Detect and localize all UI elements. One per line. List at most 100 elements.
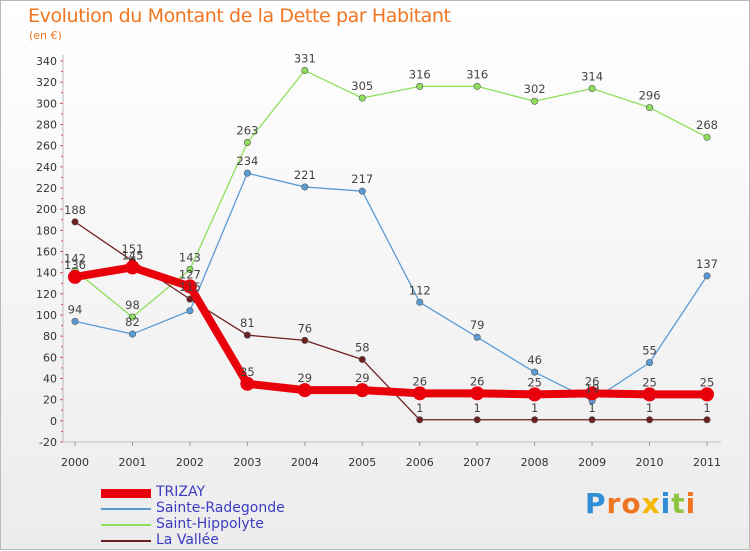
logo-letter: P <box>585 487 607 520</box>
y-tick-label: 40 <box>43 373 57 386</box>
legend-swatch-la-vallee <box>101 540 151 542</box>
data-label-la-vallee: 1 <box>416 401 423 415</box>
data-label-la-vallee: 76 <box>297 321 312 335</box>
data-label-trizay: 127 <box>179 267 201 281</box>
series-line-saint-hippolyte <box>74 69 708 318</box>
data-label-sainte-radegonde: 137 <box>696 257 718 271</box>
legend-item-la-vallee[interactable]: La Vallée <box>101 533 341 549</box>
y-tick-label: 260 <box>36 140 57 153</box>
logo-letter: o <box>621 487 642 520</box>
data-label-sainte-radegonde: 79 <box>470 318 485 332</box>
data-point-la-vallee <box>358 355 366 363</box>
data-label-la-vallee: 81 <box>240 316 255 330</box>
data-label-la-vallee: 1 <box>646 401 653 415</box>
data-label-saint-hippolyte: 142 <box>64 252 86 266</box>
data-label-la-vallee: 1 <box>474 401 481 415</box>
legend-label-sainte-radegonde: Sainte-Radegonde <box>156 500 285 516</box>
legend-item-saint-hippolyte[interactable]: Saint-Hippolyte <box>101 517 341 533</box>
x-tick-label: 2001 <box>118 456 146 469</box>
data-label-la-vallee: 115 <box>179 280 201 294</box>
data-point-la-vallee <box>646 416 654 424</box>
y-tick-label: 60 <box>43 351 57 364</box>
data-label-sainte-radegonde: 94 <box>68 302 83 316</box>
data-label-saint-hippolyte: 331 <box>294 52 316 66</box>
data-label-la-vallee: 1 <box>588 401 595 415</box>
data-point-saint-hippolyte <box>473 82 481 90</box>
data-label-trizay: 25 <box>700 375 715 389</box>
data-point-trizay <box>68 269 82 284</box>
x-tick-label: 2005 <box>348 456 376 469</box>
y-tick-label: 160 <box>36 246 57 259</box>
logo-letter: t <box>671 487 686 520</box>
chart-subtitle: (en €) <box>29 29 62 42</box>
data-point-trizay <box>700 387 714 402</box>
data-point-sainte-radegonde <box>416 298 424 306</box>
data-point-la-vallee <box>71 218 79 226</box>
data-point-la-vallee <box>703 416 711 424</box>
data-point-saint-hippolyte <box>646 104 654 112</box>
data-label-saint-hippolyte: 143 <box>179 250 201 264</box>
y-tick-label: 180 <box>36 224 57 237</box>
data-point-trizay <box>412 386 427 401</box>
chart-title: Evolution du Montant de la Dette par Hab… <box>28 5 451 27</box>
legend-item-sainte-radegonde[interactable]: Sainte-Radegonde <box>101 501 341 517</box>
x-tick-label: 2010 <box>636 456 664 469</box>
data-label-trizay: 136 <box>64 258 86 272</box>
x-tick-label: 2003 <box>233 456 261 469</box>
data-label-saint-hippolyte: 268 <box>696 118 718 132</box>
data-label-sainte-radegonde: 55 <box>642 344 657 358</box>
data-point-saint-hippolyte <box>128 313 136 321</box>
y-tick-label: -20 <box>39 436 57 449</box>
data-point-la-vallee <box>473 416 481 424</box>
data-point-sainte-radegonde <box>186 307 194 315</box>
y-tick-label: 220 <box>36 182 57 195</box>
data-point-saint-hippolyte <box>358 94 366 102</box>
series-line-trizay <box>71 263 711 399</box>
data-point-trizay <box>470 386 485 401</box>
legend-label-saint-hippolyte: Saint-Hippolyte <box>156 516 264 532</box>
x-tick-label: 2011 <box>693 456 721 469</box>
data-point-trizay <box>355 383 370 398</box>
y-tick-label: 0 <box>50 415 57 428</box>
legend-label-la-vallee: La Vallée <box>156 532 219 548</box>
data-label-trizay: 26 <box>585 374 600 388</box>
x-tick-label: 2002 <box>176 456 204 469</box>
y-tick-label: 120 <box>36 288 57 301</box>
data-point-trizay <box>585 386 600 401</box>
y-tick-label: 240 <box>36 161 57 174</box>
data-label-sainte-radegonde: 82 <box>125 315 140 329</box>
data-label-saint-hippolyte: 316 <box>409 67 431 81</box>
data-label-trizay: 145 <box>121 248 143 262</box>
x-tick-label: 2009 <box>578 456 606 469</box>
x-tick-label: 2008 <box>521 456 549 469</box>
logo-letter: i <box>660 487 672 520</box>
data-point-sainte-radegonde <box>71 317 79 325</box>
x-tick-label: 2000 <box>61 456 89 469</box>
proxiti-logo[interactable]: Proxiti <box>585 487 696 520</box>
data-label-sainte-radegonde: 217 <box>351 172 373 186</box>
data-point-sainte-radegonde <box>703 272 711 280</box>
data-point-sainte-radegonde <box>531 368 539 376</box>
data-label-trizay: 25 <box>642 375 657 389</box>
y-tick-label: 100 <box>36 309 57 322</box>
data-point-saint-hippolyte <box>416 82 424 90</box>
data-label-saint-hippolyte: 314 <box>581 70 603 84</box>
data-point-sainte-radegonde <box>473 333 481 341</box>
data-point-la-vallee <box>243 331 251 339</box>
y-tick-label: 340 <box>36 55 57 68</box>
data-label-sainte-radegonde: 234 <box>236 154 258 168</box>
legend-label-trizay: TRIZAY <box>156 484 206 500</box>
data-label-la-vallee: 58 <box>355 340 370 354</box>
data-point-trizay <box>642 387 657 402</box>
data-point-la-vallee <box>416 416 424 424</box>
legend-item-trizay[interactable]: TRIZAY <box>101 485 341 501</box>
data-point-la-vallee <box>301 336 309 344</box>
data-label-saint-hippolyte: 296 <box>639 89 661 103</box>
data-label-trizay: 26 <box>470 374 485 388</box>
data-point-saint-hippolyte <box>243 138 251 146</box>
data-label-sainte-radegonde: 112 <box>409 283 431 297</box>
data-label-trizay: 25 <box>527 375 542 389</box>
legend-swatch-saint-hippolyte <box>101 524 151 526</box>
